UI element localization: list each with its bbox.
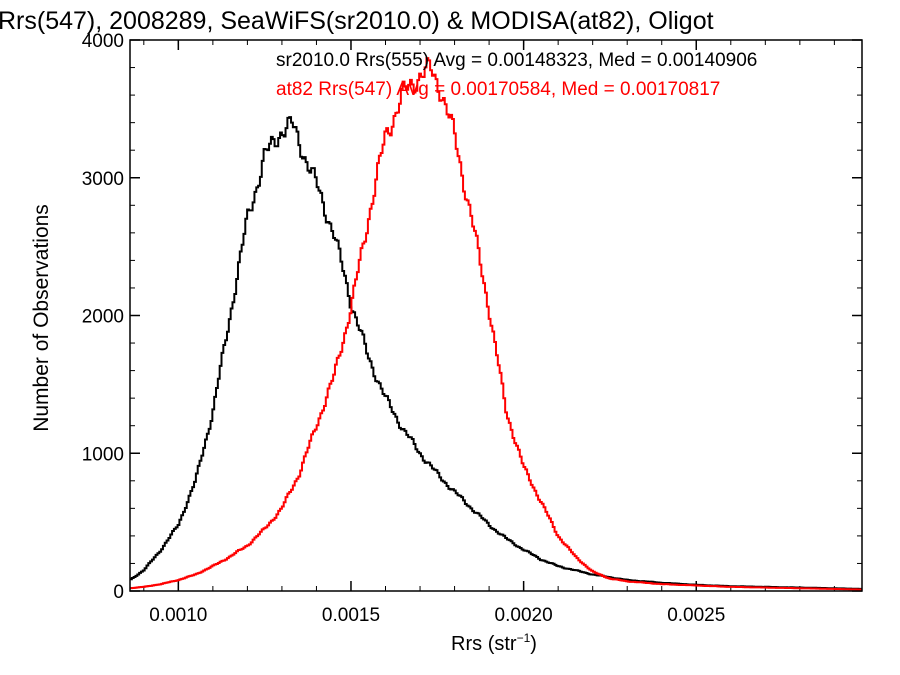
x-tick-label: 0.0015 (322, 605, 380, 626)
chart-title: Rrs(547), 2008289, SeaWiFS(sr2010.0) & M… (0, 7, 714, 35)
y-tick-label: 0 (113, 582, 124, 603)
x-axis-label: Rrs (str−1) (451, 631, 537, 655)
annotation-at82: at82 Rrs(547) Avg = 0.00170584, Med = 0.… (276, 79, 720, 100)
plot-frame (129, 39, 863, 592)
histogram-series-1 (130, 57, 862, 591)
y-axis-label: Number of Observations (30, 204, 53, 432)
y-tick-label: 2000 (82, 307, 124, 328)
y-tick-label: 1000 (82, 444, 124, 465)
x-axis-label-suffix: ) (530, 633, 537, 655)
annotation-sr2010: sr2010.0 Rrs(555) Avg = 0.00148323, Med … (276, 50, 757, 71)
x-axis-label-main: Rrs (str (451, 633, 517, 655)
y-tick-labels: 0 1000 2000 3000 4000 (82, 31, 124, 603)
x-tick-label: 0.0020 (495, 605, 553, 626)
y-tick-label: 4000 (82, 31, 124, 52)
x-tick-labels: 0.0010 0.0015 0.0020 0.0025 (149, 605, 725, 626)
axis-ticks (130, 39, 862, 592)
series-layer (130, 57, 862, 591)
x-tick-label: 0.0025 (667, 605, 725, 626)
y-tick-label: 3000 (82, 169, 124, 190)
x-axis-label-superscript: −1 (517, 631, 531, 645)
x-tick-label: 0.0010 (149, 605, 207, 626)
